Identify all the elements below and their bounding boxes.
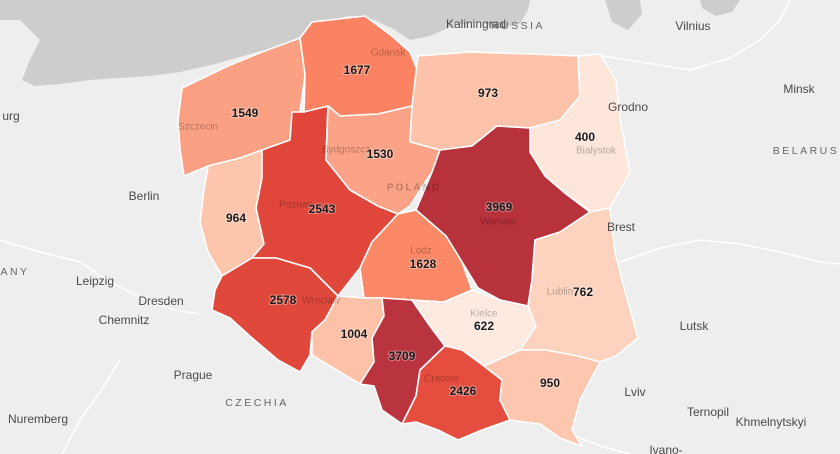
region-value-opolskie: 1004 <box>341 327 368 341</box>
region-value-pomorskie: 1677 <box>344 63 371 77</box>
city-khmelnytskyi: Khmelnytskyi <box>736 415 807 429</box>
baltic-sea <box>0 0 530 86</box>
city-lviv: Lviv <box>624 385 645 399</box>
lake-east <box>605 0 642 30</box>
region-city-zachodniopomorskie: Szczecin <box>178 122 218 133</box>
border-lithuania-belarus <box>589 0 791 71</box>
country-labels: RUSSIA BELARUS ANY CZECHIA POLAND <box>0 20 840 409</box>
country-germany: ANY <box>0 266 29 278</box>
region-value-swietokrzyskie: 622 <box>474 319 494 333</box>
region-value-zachodniopomorskie: 1549 <box>232 106 259 120</box>
city-nuremberg: Nuremberg <box>8 412 68 426</box>
region-value-kujawsko-pomorskie: 1530 <box>367 147 394 161</box>
region-kujawsko-pomorskie[interactable] <box>325 105 441 215</box>
region-city-swietokrzyskie: Kielce <box>470 309 498 320</box>
region-podkarpackie[interactable] <box>483 349 601 447</box>
region-value-lodzkie: 1628 <box>410 257 437 271</box>
region-value-podkarpackie: 950 <box>540 376 560 390</box>
border-czechia-south <box>61 359 121 454</box>
city-prague: Prague <box>174 368 213 382</box>
region-value-warminsko-mazurskie: 973 <box>478 86 498 100</box>
region-city-lodzkie: Lodz <box>410 246 432 257</box>
region-value-lubuskie: 964 <box>226 211 246 225</box>
city-vilnius: Vilnius <box>675 19 710 33</box>
lake-ne <box>700 0 740 16</box>
city-labels: Kaliningrad Vilnius Minsk Grodno Brest B… <box>2 17 815 454</box>
city-kaliningrad: Kaliningrad <box>446 17 506 31</box>
city-dresden: Dresden <box>138 294 183 308</box>
region-city-malopolskie: Cracow <box>424 374 459 385</box>
region-city-podlaskie: Bialystok <box>576 146 617 157</box>
city-lutsk: Lutsk <box>680 319 710 333</box>
region-value-lubelskie: 762 <box>573 285 593 299</box>
region-city-wielkopolskie: Poznan <box>279 200 313 211</box>
city-berlin: Berlin <box>129 189 160 203</box>
border-germany-czechia <box>0 239 201 315</box>
region-dolnoslaskie[interactable] <box>211 257 339 373</box>
city-chemnitz: Chemnitz <box>99 313 150 327</box>
region-city-kujawsko-pomorskie: Bydgoszcz <box>322 145 370 156</box>
region-value-podlaskie: 400 <box>575 130 595 144</box>
region-value-malopolskie: 2426 <box>450 384 477 398</box>
region-city-pomorskie: Gdansk <box>371 48 406 59</box>
city-minsk: Minsk <box>783 82 815 96</box>
region-city-lubelskie: Lublin <box>547 287 574 298</box>
city-ternopil: Ternopil <box>687 405 729 419</box>
country-belarus: BELARUS <box>773 145 840 157</box>
country-russia: RUSSIA <box>491 20 545 32</box>
country-czechia: CZECHIA <box>225 397 289 409</box>
city-grodno: Grodno <box>608 100 648 114</box>
city-urg: urg <box>2 109 19 123</box>
region-city-mazowieckie: Warsaw <box>480 217 517 228</box>
city-ivano: Ivano- <box>649 443 682 454</box>
region-value-dolnoslaskie: 2578 <box>270 293 297 307</box>
border-belarus-ukraine <box>619 239 840 265</box>
region-value-wielkopolskie: 2543 <box>309 202 336 216</box>
country-poland: POLAND <box>387 183 441 194</box>
region-value-slaskie: 3709 <box>389 349 416 363</box>
region-city-dolnoslaskie: Wroclaw <box>302 296 341 307</box>
region-value-mazowieckie: 3969 <box>486 200 513 214</box>
city-brest: Brest <box>607 220 636 234</box>
city-leipzig: Leipzig <box>76 274 114 288</box>
